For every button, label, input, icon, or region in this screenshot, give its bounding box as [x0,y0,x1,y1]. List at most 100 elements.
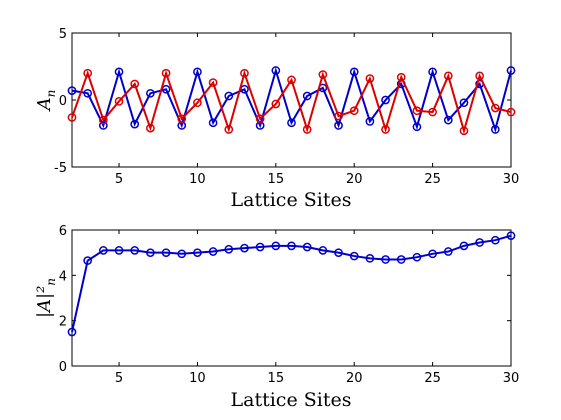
bottom-ytick-label: 4 [59,269,67,284]
bottom-series-0-point [459,241,469,251]
bottom-series-0-point [99,246,108,255]
top-xtick-label: 20 [346,172,363,187]
bottom-series-0-point [412,252,422,262]
top-series-1-point [334,111,343,121]
bottom-series-0-point [161,248,171,258]
top-series-1-point [67,113,77,122]
top-series [67,66,516,136]
bottom-series-0-line [71,234,512,333]
bottom-xtick-label: 5 [115,371,123,386]
bottom-series-0-point [255,242,265,252]
top-series-1-point [271,99,281,109]
bottom-xtick-label: 15 [268,371,285,386]
top-series-0-line [71,66,512,133]
svg-text:|A|²n: |A|²n [34,278,58,318]
top-series-1-point [255,114,265,124]
top-series-0-point [83,88,93,98]
bottom-series-0-point [396,255,406,264]
top-series-1-point [177,114,187,124]
top-series-1-point [318,70,328,79]
top-ytick-label: 0 [59,94,67,109]
bottom-series-0-point [490,235,500,245]
bottom-ytick-label: 2 [59,315,67,330]
top-series-1-point [240,68,249,78]
top-series-1-point [365,74,375,83]
top-series-0-point [130,119,140,129]
top-xtick-label: 5 [115,172,123,187]
top-series-1-point [99,115,108,125]
bottom-ylabel-sub: n [44,278,58,286]
top-series-0-point [271,66,281,75]
bottom-series-0-point [443,247,453,256]
top-ytick-label: 5 [59,27,67,42]
top-series-1-point [459,126,469,136]
top-series-0-point [349,67,359,77]
bottom-xtick-label: 25 [424,371,441,386]
top-ytick-label: -5 [54,161,67,176]
top-ylabel-main: A [34,97,55,112]
top-panel: 5 10 15 20 25 30 -5 0 5 Lattice Sites An [34,27,519,211]
bottom-series-0-point [475,238,484,247]
top-series-0-point [287,118,296,128]
bottom-panel: 5 10 15 20 25 30 0 2 4 6 Lattice Sites |A|²n [34,224,519,411]
top-series-1-point [302,125,312,134]
bottom-ytick-label: 6 [59,224,67,239]
bottom-series-0-point [177,249,187,259]
bottom-series-0-point [67,327,77,337]
bottom-xtick-label: 30 [503,371,520,386]
top-series-1-point [428,107,437,117]
top-series-1-point [287,75,296,85]
top-series-1-point [146,123,155,133]
top-ylabel-sub: n [44,90,58,98]
top-series-0-point [490,125,500,134]
bottom-series-0-point [318,246,328,255]
top-series-0-point [114,67,124,77]
bottom-ylabel-main: |A|² [34,286,55,318]
top-series-0-point [99,121,108,130]
top-xtick-label: 30 [503,172,520,187]
top-ticks: 5 10 15 20 25 30 -5 0 5 [54,27,519,187]
bottom-series-0-point [428,249,437,259]
bottom-series-0-point [334,248,343,258]
top-series-0-point [146,88,155,98]
bottom-series-0-point [224,244,234,254]
top-series-0-point [428,67,437,77]
top-series-0-point [224,91,234,101]
top-series-1-point [130,79,140,89]
bottom-series-0-point [114,246,124,255]
top-plot-box [71,32,512,168]
top-series-0-point [506,66,516,75]
top-series-1-point [349,106,359,116]
top-xtick-label: 10 [189,172,206,187]
bottom-xtick-label: 20 [346,371,363,386]
svg-text:An: An [34,90,58,113]
bottom-xlabel: Lattice Sites [231,389,352,411]
top-series-0-point [443,115,453,125]
top-series-1-point [475,71,484,81]
top-series-1-point [114,96,124,106]
top-series-0-point [67,86,77,95]
bottom-series-0-point [302,242,312,252]
top-series-1-point [506,107,516,117]
bottom-series-0-point [365,253,375,263]
top-series-1-point [208,78,218,87]
top-series-0-point [412,122,422,132]
bottom-series-0-point [381,255,390,264]
top-series-1-point [83,68,93,78]
top-series-0-point [193,67,202,77]
top-series-0-point [381,95,390,105]
bottom-series-0-point [271,241,281,251]
top-series-0-point [208,118,218,128]
bottom-series-0-point [208,247,218,256]
top-series-1-point [161,68,171,78]
bottom-series-0-point [287,241,296,251]
top-series-1-point [412,106,422,116]
top-series-1-line [71,69,512,135]
bottom-series-0-point [83,256,93,265]
bottom-series-0-point [240,243,249,253]
top-series-0-point [334,121,343,130]
top-series-0-point [302,91,312,101]
bottom-series-0-point [349,251,359,261]
bottom-series-0-point [146,248,155,258]
